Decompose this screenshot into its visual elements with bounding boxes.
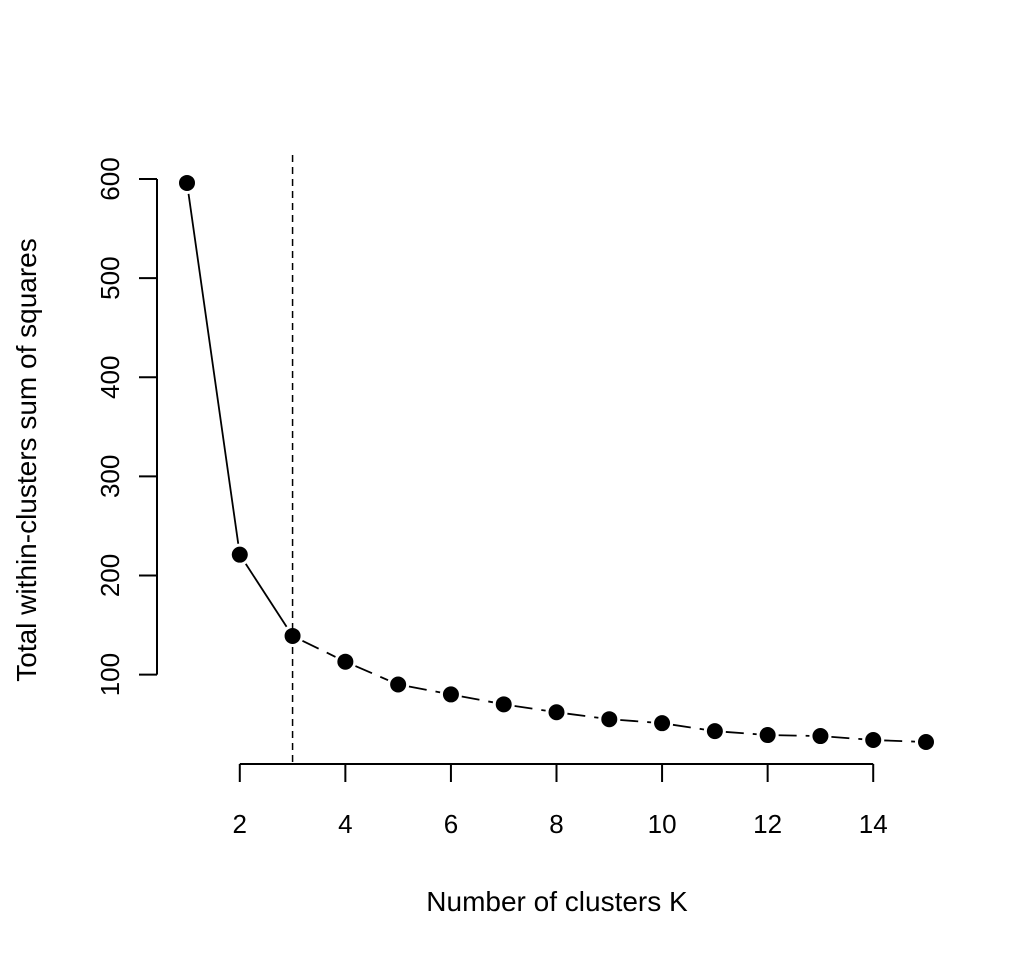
series-segment (408, 685, 441, 694)
series-segment (514, 705, 546, 712)
data-point (390, 676, 407, 693)
data-point (231, 546, 248, 563)
data-point (601, 711, 618, 728)
series-segment (778, 734, 810, 737)
x-tick-label: 2 (233, 809, 247, 839)
data-point (918, 734, 934, 750)
series-lines (187, 193, 916, 743)
y-tick-label: 200 (95, 554, 125, 597)
y-tick-label: 500 (95, 256, 125, 299)
y-tick-label: 300 (95, 455, 125, 498)
series-segment (620, 719, 652, 724)
series-segment (187, 193, 240, 544)
axes: 2 4 6 8 10 12 14 100 200 300 400 500 600 (95, 157, 888, 839)
data-point (812, 728, 829, 745)
y-tick-label: 100 (95, 653, 125, 696)
series-segment (567, 712, 599, 719)
data-point (337, 653, 354, 670)
y-tick-label: 400 (95, 356, 125, 399)
data-point (654, 715, 671, 732)
series-segment (725, 731, 757, 736)
series-segment (672, 723, 705, 731)
data-point (548, 704, 565, 721)
data-point (442, 686, 459, 703)
x-tick-label: 14 (859, 809, 888, 839)
data-point (865, 732, 882, 749)
series-segment (355, 665, 389, 681)
x-tick-label: 6 (444, 809, 458, 839)
data-point (284, 627, 301, 644)
data-point (759, 727, 776, 744)
series-segment (884, 739, 916, 743)
data-point (706, 723, 723, 740)
y-tick-label: 600 (95, 157, 125, 200)
series-segment (461, 695, 494, 704)
x-axis-title: Number of clusters K (426, 886, 688, 917)
x-tick-label: 12 (753, 809, 782, 839)
data-point (495, 696, 512, 713)
x-tick-label: 8 (549, 809, 563, 839)
series-segment (831, 735, 863, 741)
series-points (179, 174, 934, 750)
x-tick-label: 4 (338, 809, 352, 839)
series-segment (245, 563, 288, 628)
data-point (179, 174, 195, 191)
x-tick-label: 10 (648, 809, 677, 839)
series-segment (302, 639, 336, 658)
y-axis-title: Total within-clusters sum of squares (11, 238, 42, 682)
